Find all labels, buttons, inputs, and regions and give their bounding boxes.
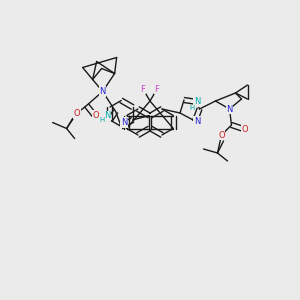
Text: O: O xyxy=(73,109,80,118)
Text: F: F xyxy=(154,85,159,94)
Text: N: N xyxy=(104,112,110,121)
Text: H: H xyxy=(189,105,195,111)
Text: O: O xyxy=(218,130,225,140)
Text: N: N xyxy=(226,104,233,113)
Text: N: N xyxy=(121,118,127,127)
Text: H: H xyxy=(99,117,105,123)
Text: N: N xyxy=(99,87,106,96)
Text: O: O xyxy=(241,124,248,134)
Text: N: N xyxy=(194,98,200,106)
Text: F: F xyxy=(141,85,146,94)
Text: N: N xyxy=(194,116,200,125)
Text: O: O xyxy=(92,111,99,120)
